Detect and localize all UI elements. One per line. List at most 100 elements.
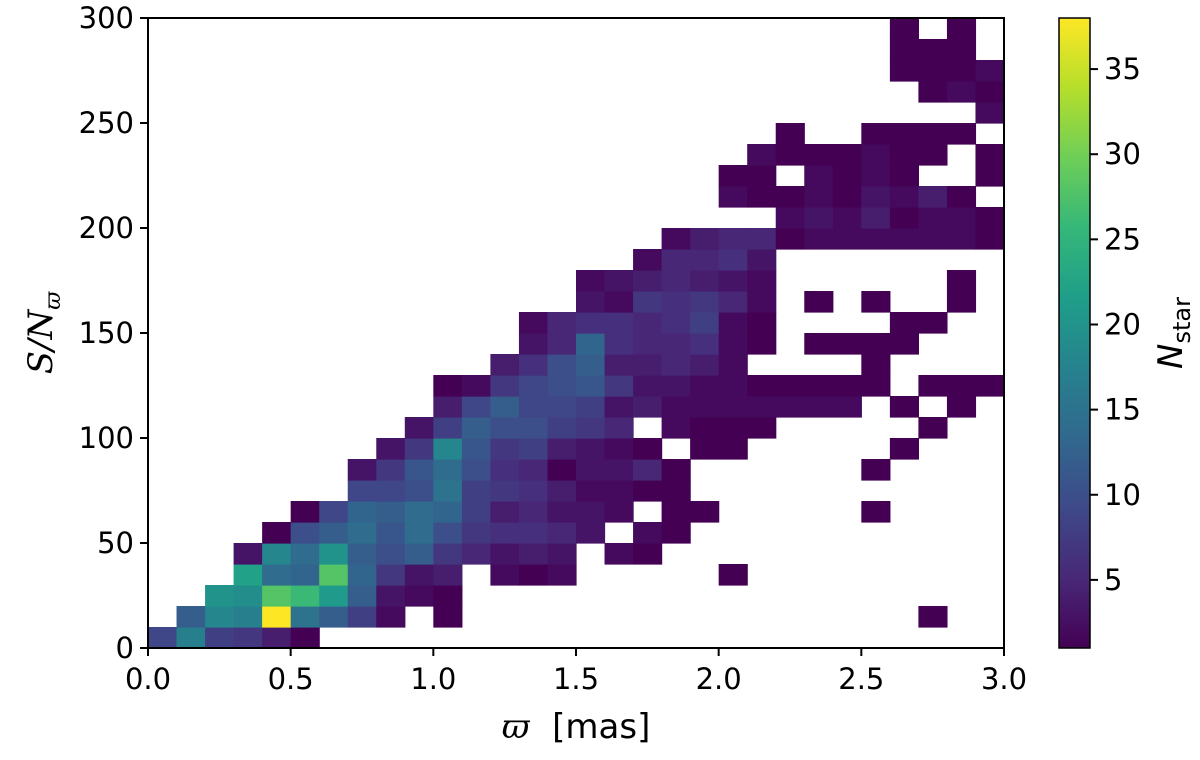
heatmap-cell — [433, 480, 463, 502]
colorbar-label-main: N — [1151, 344, 1191, 369]
heatmap-cell — [576, 375, 606, 397]
heatmap-cell — [604, 438, 634, 460]
heatmap-cell — [975, 144, 1005, 166]
heatmap-cell — [604, 480, 634, 502]
heatmap-cell — [775, 375, 805, 397]
heatmap-cell — [718, 270, 748, 292]
heatmap-cell — [518, 522, 549, 544]
heatmap-cell — [461, 417, 491, 439]
heatmap-cell — [461, 459, 491, 481]
heatmap-cell — [804, 144, 834, 166]
heatmap-cell — [461, 375, 491, 397]
colorbar-tick-label: 35 — [1104, 52, 1141, 86]
heatmap-cell — [918, 312, 948, 334]
heatmap-cell — [690, 501, 720, 523]
heatmap-cell — [347, 459, 377, 481]
heatmap-cell — [804, 165, 834, 187]
heatmap-cell — [690, 333, 720, 355]
x-tick-label: 2.5 — [838, 662, 884, 696]
heatmap-cell — [889, 18, 919, 40]
heatmap-cell — [518, 417, 549, 439]
heatmap-cell — [747, 375, 777, 397]
heatmap-cell — [604, 459, 634, 481]
heatmap-cell — [747, 186, 777, 208]
heatmap-cell — [518, 564, 549, 586]
heatmap-cell — [804, 375, 834, 397]
heatmap-cell — [518, 396, 549, 418]
heatmap-cell — [376, 522, 406, 544]
heatmap-cell — [547, 501, 577, 523]
heatmap-cell — [661, 333, 691, 355]
heatmap-cell — [518, 501, 549, 523]
heatmap-cell — [290, 522, 320, 544]
heatmap-cell — [576, 438, 606, 460]
heatmap-cell — [604, 417, 634, 439]
heatmap-cell — [604, 543, 634, 565]
heatmap-cell — [547, 333, 577, 355]
heatmap-cell — [718, 564, 748, 586]
x-tick-label: 2.0 — [696, 662, 742, 696]
heatmap-cell — [233, 627, 263, 649]
heatmap-cell — [832, 165, 862, 187]
heatmap-cell — [518, 354, 549, 376]
heatmap-cell — [661, 291, 691, 313]
heatmap-cell — [262, 522, 292, 544]
heatmap-cell — [661, 396, 691, 418]
colorbar-tick-label: 25 — [1104, 222, 1141, 256]
heatmap-cell — [718, 438, 748, 460]
heatmap-cell — [633, 312, 663, 334]
heatmap-cell — [461, 396, 491, 418]
heatmap-cell — [433, 396, 463, 418]
heatmap-cell — [433, 543, 463, 565]
heatmap-cell — [861, 123, 891, 145]
heatmap-cell — [376, 480, 406, 502]
heatmap-cell — [490, 543, 520, 565]
heatmap-cell — [547, 375, 577, 397]
heatmap-cell — [832, 207, 862, 229]
heatmap-cell — [804, 333, 834, 355]
heatmap-cell — [461, 501, 491, 523]
heatmap-cell — [661, 501, 691, 523]
heatmap-cell — [690, 270, 720, 292]
x-axis-label-symbol: ϖ — [502, 707, 531, 747]
heatmap-cell — [347, 543, 377, 565]
heatmap-cell — [804, 207, 834, 229]
heatmap-cell — [433, 585, 463, 607]
heatmap-cell — [633, 459, 663, 481]
heatmap-cell — [490, 522, 520, 544]
heatmap-cell — [576, 459, 606, 481]
heatmap-cell — [547, 354, 577, 376]
heatmap-cell — [518, 459, 549, 481]
heatmap-cell — [547, 543, 577, 565]
heatmap-cell — [290, 543, 320, 565]
heatmap-cell — [661, 417, 691, 439]
heatmap-cell — [918, 186, 948, 208]
heatmap-cell — [576, 417, 606, 439]
heatmap-cell — [633, 249, 663, 271]
y-axis-ticks: 0 50 100 150 200 250 300 — [79, 1, 148, 665]
heatmap-cell — [319, 606, 349, 628]
heatmap-cell — [262, 564, 292, 586]
colorbar-label: Nstar — [1151, 297, 1196, 369]
heatmap-cell — [718, 165, 748, 187]
heatmap-cell — [633, 291, 663, 313]
colorbar-tick-label: 5 — [1104, 563, 1122, 597]
x-axis-label-unit: [mas] — [552, 707, 650, 747]
heatmap-cell — [518, 543, 549, 565]
x-axis-ticks: 0.0 0.5 1.0 1.5 2.0 2.5 3.0 — [125, 648, 1027, 696]
heatmap-cell — [547, 312, 577, 334]
heatmap-cell — [547, 522, 577, 544]
heatmap-cell — [975, 81, 1005, 103]
heatmap-cell — [404, 417, 434, 439]
heatmap-cell — [604, 312, 634, 334]
heatmap-cell — [576, 270, 606, 292]
heatmap-cell — [290, 564, 320, 586]
heatmap-cell — [490, 417, 520, 439]
heatmap-cell — [832, 375, 862, 397]
heatmap-cell — [547, 480, 577, 502]
heatmap-cell — [775, 123, 805, 145]
heatmap-cell — [832, 186, 862, 208]
heatmap-cell — [604, 291, 634, 313]
heatmap-cell — [861, 186, 891, 208]
heatmap-cell — [946, 81, 977, 103]
